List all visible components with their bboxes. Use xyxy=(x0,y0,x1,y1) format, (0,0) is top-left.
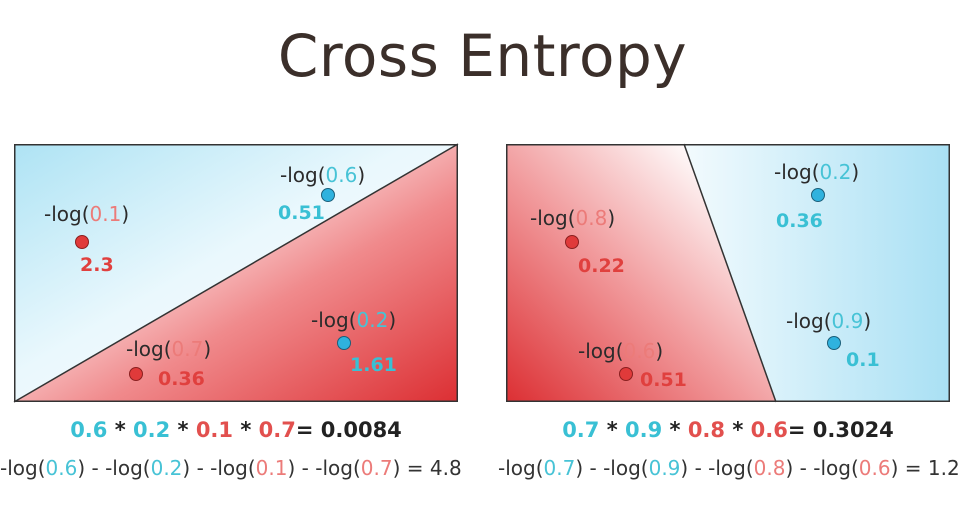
left-panel-graphic xyxy=(13,143,459,403)
point-label: -log(0.8) xyxy=(530,206,616,230)
point-value: 0.36 xyxy=(776,210,823,232)
point-value: 0.22 xyxy=(578,255,625,277)
point-blue xyxy=(827,336,841,350)
left-product-formula: 0.6 * 0.2 * 0.1 * 0.7= 0.0084 xyxy=(70,418,402,442)
point-label: -log(0.2) xyxy=(774,160,860,184)
point-blue xyxy=(811,188,825,202)
point-value: 2.3 xyxy=(80,254,114,276)
point-label: -log(0.1) xyxy=(44,202,130,226)
left-cross-entropy-sum: -log(0.6) - -log(0.2) - -log(0.1) - -log… xyxy=(0,456,462,480)
right-cross-entropy-sum: -log(0.7) - -log(0.9) - -log(0.8) - -log… xyxy=(498,456,960,480)
point-label: -log(0.9) xyxy=(786,309,872,333)
point-value: 0.51 xyxy=(278,202,325,224)
panel-border xyxy=(14,144,458,402)
point-label: -log(0.6) xyxy=(578,339,664,363)
point-value: 1.61 xyxy=(350,354,397,376)
point-red xyxy=(75,235,89,249)
right-product-formula: 0.7 * 0.9 * 0.8 * 0.6= 0.3024 xyxy=(562,418,894,442)
right-classification-panel: -log(0.2) 0.36 -log(0.8) 0.22 -log(0.9) … xyxy=(506,143,950,403)
point-label: -log(0.6) xyxy=(280,163,366,187)
point-value: 0.1 xyxy=(846,349,880,371)
point-red xyxy=(619,367,633,381)
decision-boundary xyxy=(683,143,777,403)
point-value: 0.51 xyxy=(640,369,687,391)
point-red xyxy=(129,367,143,381)
red-region xyxy=(506,144,776,402)
point-blue xyxy=(321,188,335,202)
panel-border xyxy=(506,144,950,402)
point-label: -log(0.7) xyxy=(126,337,212,361)
point-red xyxy=(565,235,579,249)
left-classification-panel: -log(0.1) 2.3 -log(0.6) 0.51 -log(0.7) 0… xyxy=(13,143,459,403)
decision-boundary xyxy=(13,143,459,403)
point-value: 0.36 xyxy=(158,368,205,390)
point-label: -log(0.2) xyxy=(311,308,397,332)
page-title: Cross Entropy xyxy=(277,22,688,90)
right-panel-graphic xyxy=(506,143,950,403)
point-blue xyxy=(337,336,351,350)
